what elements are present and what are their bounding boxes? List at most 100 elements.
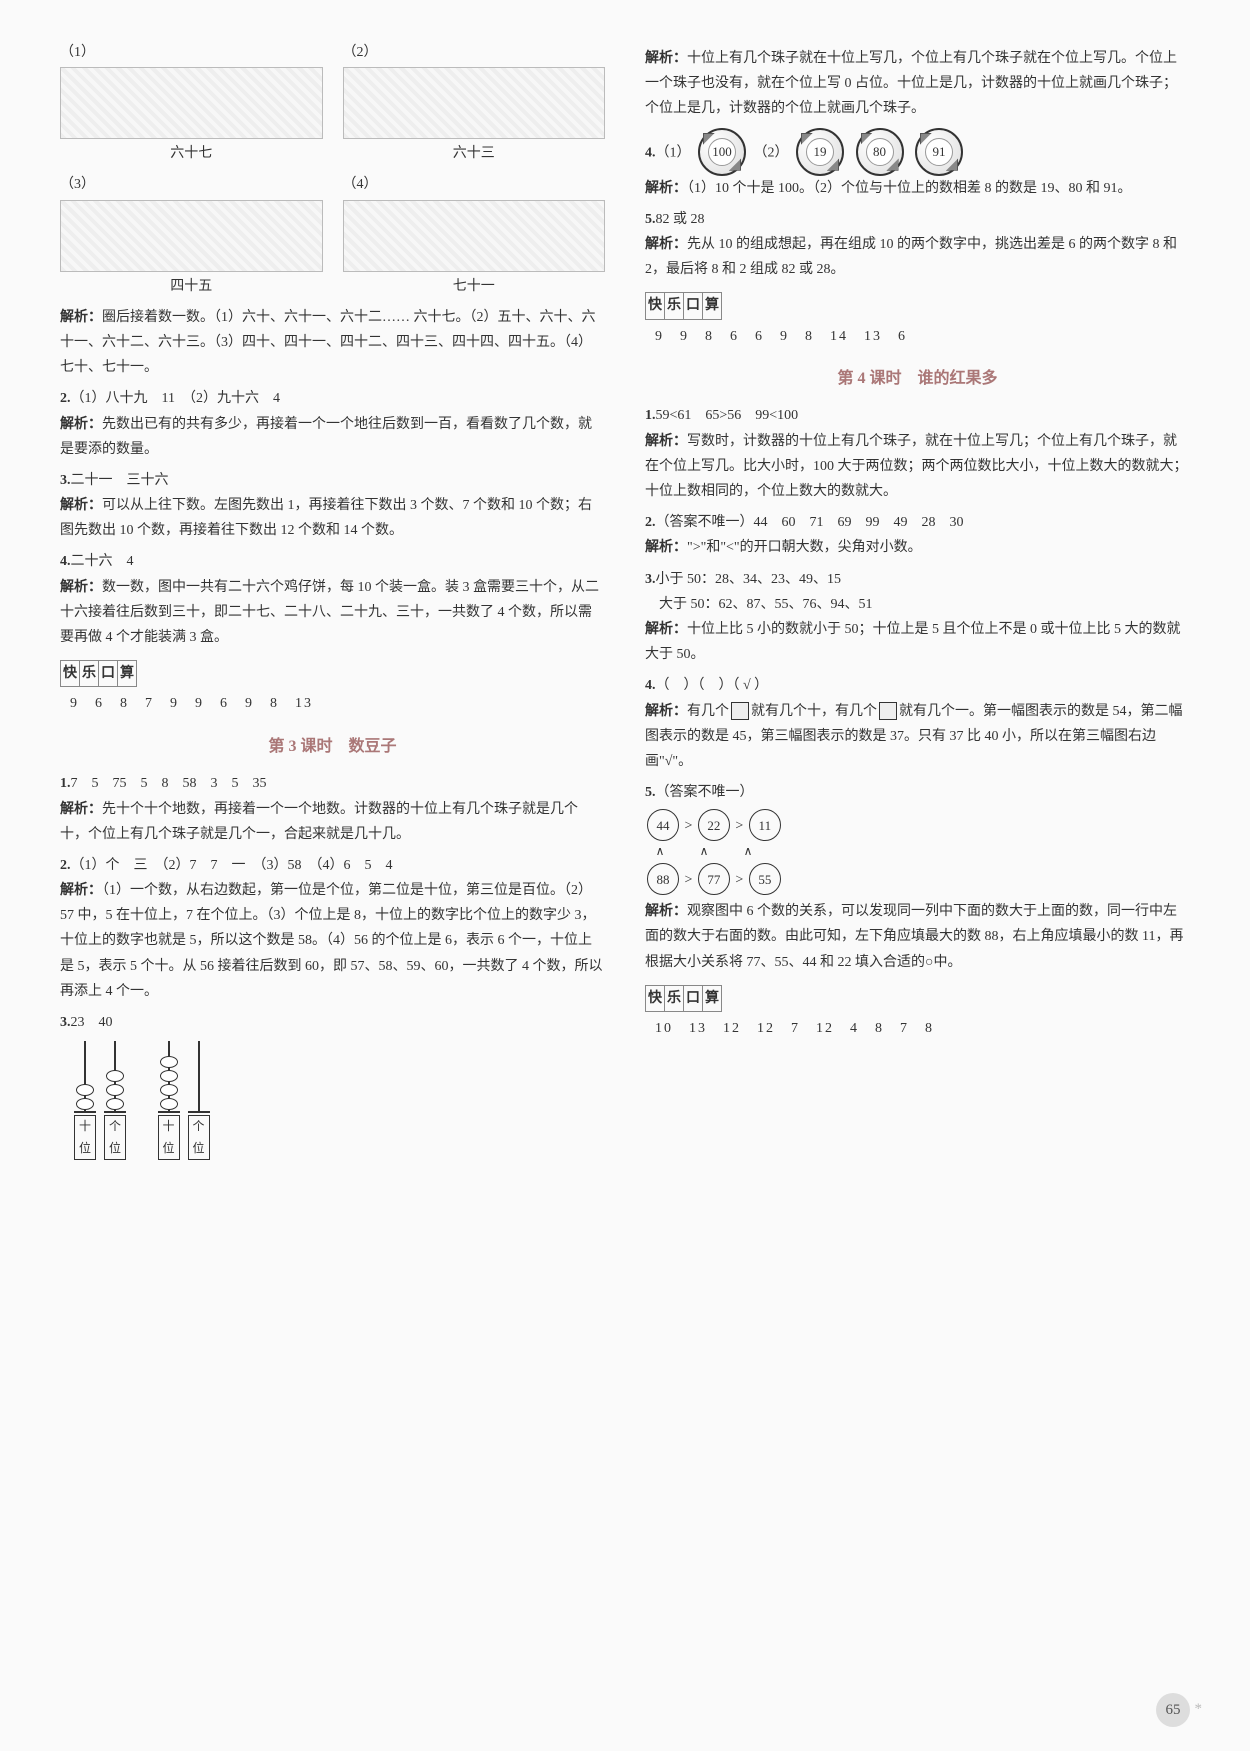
circle-row-1: 44 > 22 > 11 (645, 809, 1190, 841)
s4q5-exp: 观察图中 6 个数的关系，可以发现同一列中下面的数大于上面的数，同一行中左面的数… (645, 904, 1183, 969)
kuaile-4: 算 (117, 660, 137, 687)
abacus-2-l1: 十位 (158, 1115, 180, 1160)
s4q1-exp: 写数时，计数器的十位上有几个珠子，就在十位上写几；个位上有几个珠子，就在个位上写… (645, 434, 1188, 499)
q4-exp-label: 解析： (60, 580, 102, 595)
figure-4-img (343, 200, 606, 272)
ball-19: 19 (796, 128, 844, 176)
figure-2-cap: 六十三 (343, 141, 606, 166)
r-kuaile-4: 算 (702, 292, 722, 319)
figure-4: （4） 七十一 (343, 172, 606, 298)
r-q4-p2: （2） (754, 145, 789, 160)
s3q3-num: 3. (60, 1015, 71, 1030)
r-q4-exp-label: 解析： (645, 181, 687, 196)
r-q4-exp: （1）10 个十是 100。（2）个位与十位上的数相差 8 的数是 19、80 … (687, 181, 1132, 196)
figure-row-2: （3） 四十五 （4） 七十一 (60, 172, 605, 298)
s4q3-l2: 大于 50：62、87、55、76、94、51 (659, 597, 873, 612)
section-4-title: 第 4 课时 谁的红果多 (645, 365, 1190, 394)
right-column: 解析：十位上有几个珠子就在十位上写几，个位上有几个珠子就在个位上写几。个位上一个… (645, 40, 1190, 1173)
q2-num: 2. (60, 391, 71, 406)
s4q4: 4.（ ）（ ）（ √ ） 解析：有几个就有几个十，有几个就有几个一。第一幅图表… (645, 673, 1190, 774)
r-q5-exp: 先从 10 的组成想起，再在组成 10 的两个数字中，挑选出差是 6 的两个数字… (645, 237, 1177, 277)
figure-3-cap: 四十五 (60, 274, 323, 299)
r-kuaile2-1: 快 (645, 985, 665, 1012)
q4-num: 4. (60, 554, 71, 569)
r-top-explain: 解析：十位上有几个珠子就在十位上写几，个位上有几个珠子就在个位上写几。个位上一个… (645, 46, 1190, 122)
q3-num: 3. (60, 473, 71, 488)
r-kuaile-2: 乐 (664, 292, 684, 319)
r-kuaile-1: 快 (645, 292, 665, 319)
block-icon (731, 702, 749, 720)
s3q3-ans: 23 40 (71, 1015, 113, 1030)
s3q2: 2.（1）个 三 （2）7 7 一 （3）58 （4）6 5 4 解析：（1）一… (60, 853, 605, 1004)
s3q1: 1.7 5 75 5 8 58 3 5 35 解析：先十个十个地数，再接着一个一… (60, 771, 605, 847)
q3-exp: 可以从上往下数。左图先数出 1，再接着往下数出 3 个数、7 个数和 10 个数… (60, 498, 592, 538)
s3q1-exp: 先十个十个地数，再接着一个一个地数。计数器的十位上有几个珠子就是几个十，个位上有… (60, 802, 578, 842)
gt-2: > (735, 819, 743, 834)
s4q4-exp-a: 有几个 (687, 704, 729, 719)
kuaile-1: 快 (60, 660, 80, 687)
q2-ans: （1）八十九 11 （2）九十六 4 (71, 391, 280, 406)
s4q3: 3.小于 50：28、34、23、49、15 大于 50：62、87、55、76… (645, 567, 1190, 668)
abacus-2-tens (158, 1041, 180, 1113)
q3-exp-label: 解析： (60, 498, 102, 513)
r-kuaile-3: 口 (683, 292, 703, 319)
r-kuaile2-vals: 10 13 12 12 7 12 4 8 7 8 (655, 1016, 1190, 1041)
abacus-1-l2: 个位 (104, 1115, 126, 1160)
figure-4-num: （4） (343, 172, 606, 197)
s3q1-exp-label: 解析： (60, 802, 102, 817)
q4-ans: 二十六 4 (71, 554, 134, 569)
abacus-row: 十位 个位 十位 个位 (60, 1035, 605, 1167)
s4q5-exp-label: 解析： (645, 904, 687, 919)
fig-explain: 解析：圈后接着数一数。（1）六十、六十一、六十二…… 六十七。（2）五十、六十、… (60, 305, 605, 381)
left-column: （1） 六十七 （2） 六十三 （3） 四十五 （4） 七十一 (60, 40, 605, 1173)
r-q5-ans: 82 或 28 (656, 212, 705, 227)
q2-exp-label: 解析： (60, 417, 102, 432)
s4q4-exp-label: 解析： (645, 704, 687, 719)
section-3-title: 第 3 课时 数豆子 (60, 733, 605, 762)
ball-91: 91 (915, 128, 963, 176)
caret-row: ∧ ∧ ∧ (645, 845, 1190, 859)
s4q4-num: 4. (645, 678, 656, 693)
s4q2: 2.（答案不唯一）44 60 71 69 99 49 28 30 解析：">"和… (645, 510, 1190, 560)
circ-77: 77 (698, 863, 730, 895)
figure-2: （2） 六十三 (343, 40, 606, 166)
page-number: 65 (1156, 1693, 1190, 1727)
figure-2-img (343, 67, 606, 139)
r-q4-num: 4. (645, 145, 656, 160)
r-kuaile2-4: 算 (702, 985, 722, 1012)
s4q2-ans: （答案不唯一）44 60 71 69 99 49 28 30 (656, 515, 964, 530)
s4q3-exp-label: 解析： (645, 622, 687, 637)
s3q2-num: 2. (60, 858, 71, 873)
s4q5: 5.（答案不唯一） 44 > 22 > 11 ∧ ∧ ∧ 88 > 77 > 5… (645, 780, 1190, 975)
abacus-2-ones (188, 1041, 210, 1113)
r-kuaile-box: 快乐口算 (645, 292, 1190, 319)
s3q2-ans: （1）个 三 （2）7 7 一 （3）58 （4）6 5 4 (71, 858, 393, 873)
r-q5: 5.82 或 28 解析：先从 10 的组成想起，再在组成 10 的两个数字中，… (645, 207, 1190, 283)
s4q5-ans: （答案不唯一） (656, 785, 754, 800)
block-icon-2 (879, 702, 897, 720)
s4q1-ans: 59<61 65>56 99<100 (656, 408, 799, 423)
circ-11: 11 (749, 809, 781, 841)
q3-ans: 二十一 三十六 (71, 473, 169, 488)
kuaile-3: 口 (98, 660, 118, 687)
gt-4: > (735, 873, 743, 888)
abacus-1-ones (104, 1041, 126, 1113)
abacus-2-l2: 个位 (188, 1115, 210, 1160)
s4q3-num: 3. (645, 572, 656, 587)
circ-44: 44 (647, 809, 679, 841)
figure-2-num: （2） (343, 40, 606, 65)
r-top-exp-label: 解析： (645, 51, 687, 66)
circ-55: 55 (749, 863, 781, 895)
r-kuaile-box-2: 快乐口算 (645, 985, 1190, 1012)
figure-1-img (60, 67, 323, 139)
kuaile-2: 乐 (79, 660, 99, 687)
s4q5-num: 5. (645, 785, 656, 800)
caret-1: ∧ (645, 845, 675, 857)
s4q2-num: 2. (645, 515, 656, 530)
circ-22: 22 (698, 809, 730, 841)
r-q4: 4.（1） 100 （2） 19 80 91 解析：（1）10 个十是 100。… (645, 128, 1190, 201)
s3q1-ans: 7 5 75 5 8 58 3 5 35 (71, 776, 267, 791)
s3q3: 3.23 40 十位 个位 十位 个位 (60, 1010, 605, 1167)
r-top-exp: 十位上有几个珠子就在十位上写几，个位上有几个珠子就在个位上写几。个位上一个珠子也… (645, 51, 1177, 116)
s4q1: 1.59<61 65>56 99<100 解析：写数时，计数器的十位上有几个珠子… (645, 403, 1190, 504)
